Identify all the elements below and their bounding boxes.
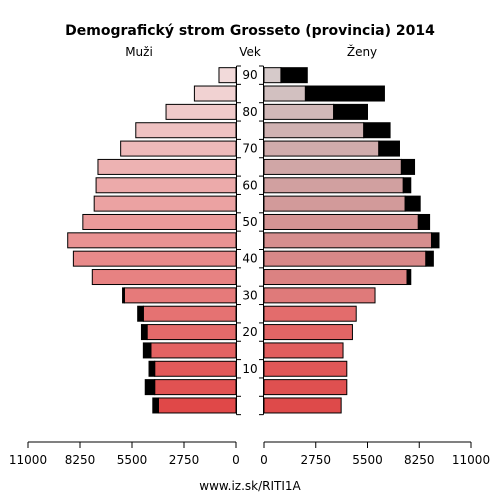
women-bar-75-79 — [263, 122, 365, 139]
age-tick-60: 60 — [242, 178, 257, 192]
women-bar-15-19 — [263, 342, 344, 359]
men-bar-90+ — [218, 67, 237, 84]
men-bar-15-19 — [150, 342, 237, 359]
age-tick-40: 40 — [242, 252, 257, 266]
women-bar-30-34 — [263, 287, 376, 304]
women-bar-90+ — [263, 67, 282, 84]
men-bar-75-79 — [135, 122, 237, 139]
men-excess-bar-20-24 — [140, 324, 148, 341]
men-label: Muži — [125, 45, 153, 59]
men-bar-0-4 — [157, 397, 237, 414]
women-bar-60-64 — [263, 177, 404, 194]
age-tick-90: 90 — [242, 68, 257, 82]
women-excess-bar-85-89 — [304, 85, 385, 102]
men-bar-60-64 — [95, 177, 237, 194]
women-bar-80-84 — [263, 103, 335, 120]
women-label: Ženy — [347, 44, 377, 59]
women-x-tick-label: 2750 — [300, 453, 331, 467]
men-bar-5-9 — [154, 379, 237, 396]
women-excess-bar-55-59 — [404, 195, 421, 212]
men-bar-80-84 — [165, 103, 237, 120]
age-tick-10: 10 — [242, 362, 257, 376]
men-x-tick-label: 0 — [232, 453, 240, 467]
women-bar-5-9 — [263, 379, 348, 396]
women-x-tick-label: 5500 — [352, 453, 383, 467]
women-bar-20-24 — [263, 324, 353, 341]
women-excess-bar-45-49 — [430, 232, 440, 249]
men-x-tick-label: 2750 — [169, 453, 200, 467]
women-excess-bar-35-39 — [406, 269, 412, 286]
women-excess-bar-40-44 — [425, 250, 434, 267]
men-x-tick-label: 8250 — [65, 453, 96, 467]
age-tick-20: 20 — [242, 325, 257, 339]
women-bar-85-89 — [263, 85, 306, 102]
age-tick-30: 30 — [242, 288, 257, 302]
women-bar-45-49 — [263, 232, 432, 249]
men-bar-85-89 — [193, 85, 237, 102]
men-excess-bar-30-34 — [122, 287, 125, 304]
women-bar-0-4 — [263, 397, 342, 414]
men-x-tick-label: 5500 — [117, 453, 148, 467]
men-bar-50-54 — [82, 213, 237, 230]
men-bar-25-29 — [142, 305, 237, 322]
men-x-tick-label: 11000 — [9, 453, 47, 467]
age-tick-70: 70 — [242, 142, 257, 156]
chart-title: Demografický strom Grosseto (provincia) … — [65, 23, 435, 39]
women-bar-55-59 — [263, 195, 406, 212]
age-tick-80: 80 — [242, 105, 257, 119]
men-bar-55-59 — [93, 195, 237, 212]
men-bar-20-24 — [146, 324, 237, 341]
women-excess-bar-80-84 — [333, 103, 368, 120]
women-bar-50-54 — [263, 213, 419, 230]
women-bar-10-14 — [263, 360, 348, 377]
women-bar-70-74 — [263, 140, 380, 157]
men-excess-bar-10-14 — [148, 360, 156, 377]
women-excess-bar-90+ — [280, 67, 308, 84]
women-excess-bar-65-69 — [400, 158, 416, 175]
men-bar-45-49 — [67, 232, 237, 249]
men-excess-bar-5-9 — [144, 379, 156, 396]
men-bar-30-34 — [123, 287, 237, 304]
women-bar-65-69 — [263, 158, 402, 175]
women-excess-bar-50-54 — [417, 213, 431, 230]
age-tick-50: 50 — [242, 215, 257, 229]
women-bar-35-39 — [263, 269, 408, 286]
women-x-tick-label: 8250 — [404, 453, 435, 467]
women-bar-25-29 — [263, 305, 357, 322]
men-excess-bar-0-4 — [152, 397, 159, 414]
women-x-tick-label: 11000 — [452, 453, 490, 467]
women-excess-bar-75-79 — [363, 122, 391, 139]
men-excess-bar-15-19 — [142, 342, 152, 359]
men-excess-bar-25-29 — [137, 305, 144, 322]
men-bar-10-14 — [154, 360, 237, 377]
men-bar-40-44 — [72, 250, 237, 267]
men-bar-70-74 — [120, 140, 237, 157]
men-bar-35-39 — [91, 269, 237, 286]
women-excess-bar-60-64 — [402, 177, 412, 194]
women-x-tick-label: 0 — [260, 453, 268, 467]
age-axis-label: Vek — [239, 45, 261, 59]
men-bar-65-69 — [97, 158, 237, 175]
source-footer: www.iz.sk/RITI1A — [199, 479, 301, 493]
women-bar-40-44 — [263, 250, 427, 267]
women-excess-bar-70-74 — [378, 140, 400, 157]
